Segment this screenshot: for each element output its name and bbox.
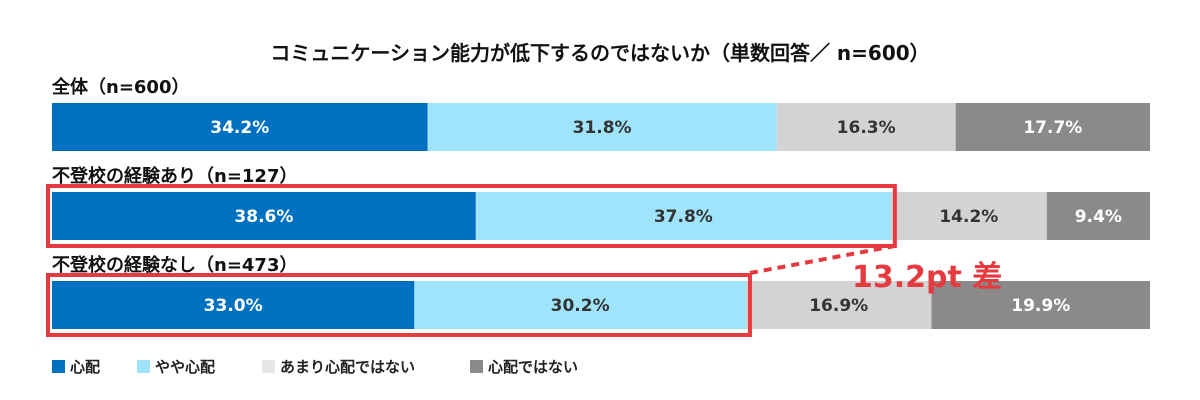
bar-segment bbox=[890, 192, 1047, 240]
difference-connector bbox=[749, 244, 896, 275]
chart-title: コミュニケーション能力が低下するのではないか（単数回答／ n=600） bbox=[270, 41, 929, 65]
legend-swatch bbox=[137, 360, 150, 373]
legend-label: 心配ではない bbox=[488, 358, 578, 376]
bar-segment bbox=[52, 192, 476, 240]
bar-segment bbox=[475, 192, 891, 240]
legend-label: あまり心配ではない bbox=[280, 358, 415, 376]
bar-segment bbox=[414, 281, 746, 329]
bar-value-label: 37.8% bbox=[654, 207, 713, 227]
bar-segment bbox=[776, 103, 956, 151]
bar-value-label: 33.0% bbox=[204, 296, 263, 316]
highlight-box bbox=[46, 273, 752, 337]
bar-segment bbox=[745, 281, 932, 329]
bar-value-label: 17.7% bbox=[1023, 118, 1082, 138]
bar-segment bbox=[955, 103, 1150, 151]
legend: 心配 やや心配 あまり心配ではない 心配ではない bbox=[52, 358, 578, 376]
group-label: 不登校の経験なし（n=473） bbox=[52, 254, 297, 276]
bar-segment bbox=[1046, 192, 1150, 240]
annotation-layer: 13.2pt 差 bbox=[46, 184, 1002, 337]
bar-value-label: 34.2% bbox=[210, 118, 269, 138]
bars-layer: 全体（n=600） 34.2% 31.8% 16.3% 17.7% 不登校の経験あり（n=… bbox=[51, 76, 1150, 329]
bar-value-label: 38.6% bbox=[234, 207, 293, 227]
bar-value-label: 30.2% bbox=[551, 296, 610, 316]
bar-segment bbox=[427, 103, 777, 151]
bar-value-label: 19.9% bbox=[1011, 296, 1070, 316]
highlight-box bbox=[46, 184, 897, 248]
legend-label: やや心配 bbox=[155, 358, 215, 376]
group-label: 全体（n=600） bbox=[51, 76, 189, 98]
difference-label: 13.2pt 差 bbox=[852, 260, 1002, 295]
group-label: 不登校の経験あり（n=127） bbox=[52, 165, 297, 187]
legend-swatch bbox=[470, 360, 483, 373]
bar-value-label: 31.8% bbox=[573, 118, 632, 138]
bar-segment bbox=[52, 103, 428, 151]
bar-value-label: 9.4% bbox=[1075, 207, 1122, 227]
bar-value-label: 14.2% bbox=[939, 207, 998, 227]
bar-value-label: 16.3% bbox=[837, 118, 896, 138]
bar-value-label: 16.9% bbox=[809, 296, 868, 316]
legend-swatch bbox=[52, 360, 65, 373]
legend-label: 心配 bbox=[70, 358, 100, 376]
legend-swatch bbox=[262, 360, 275, 373]
bar-segment bbox=[931, 281, 1150, 329]
bar-segment bbox=[52, 281, 415, 329]
